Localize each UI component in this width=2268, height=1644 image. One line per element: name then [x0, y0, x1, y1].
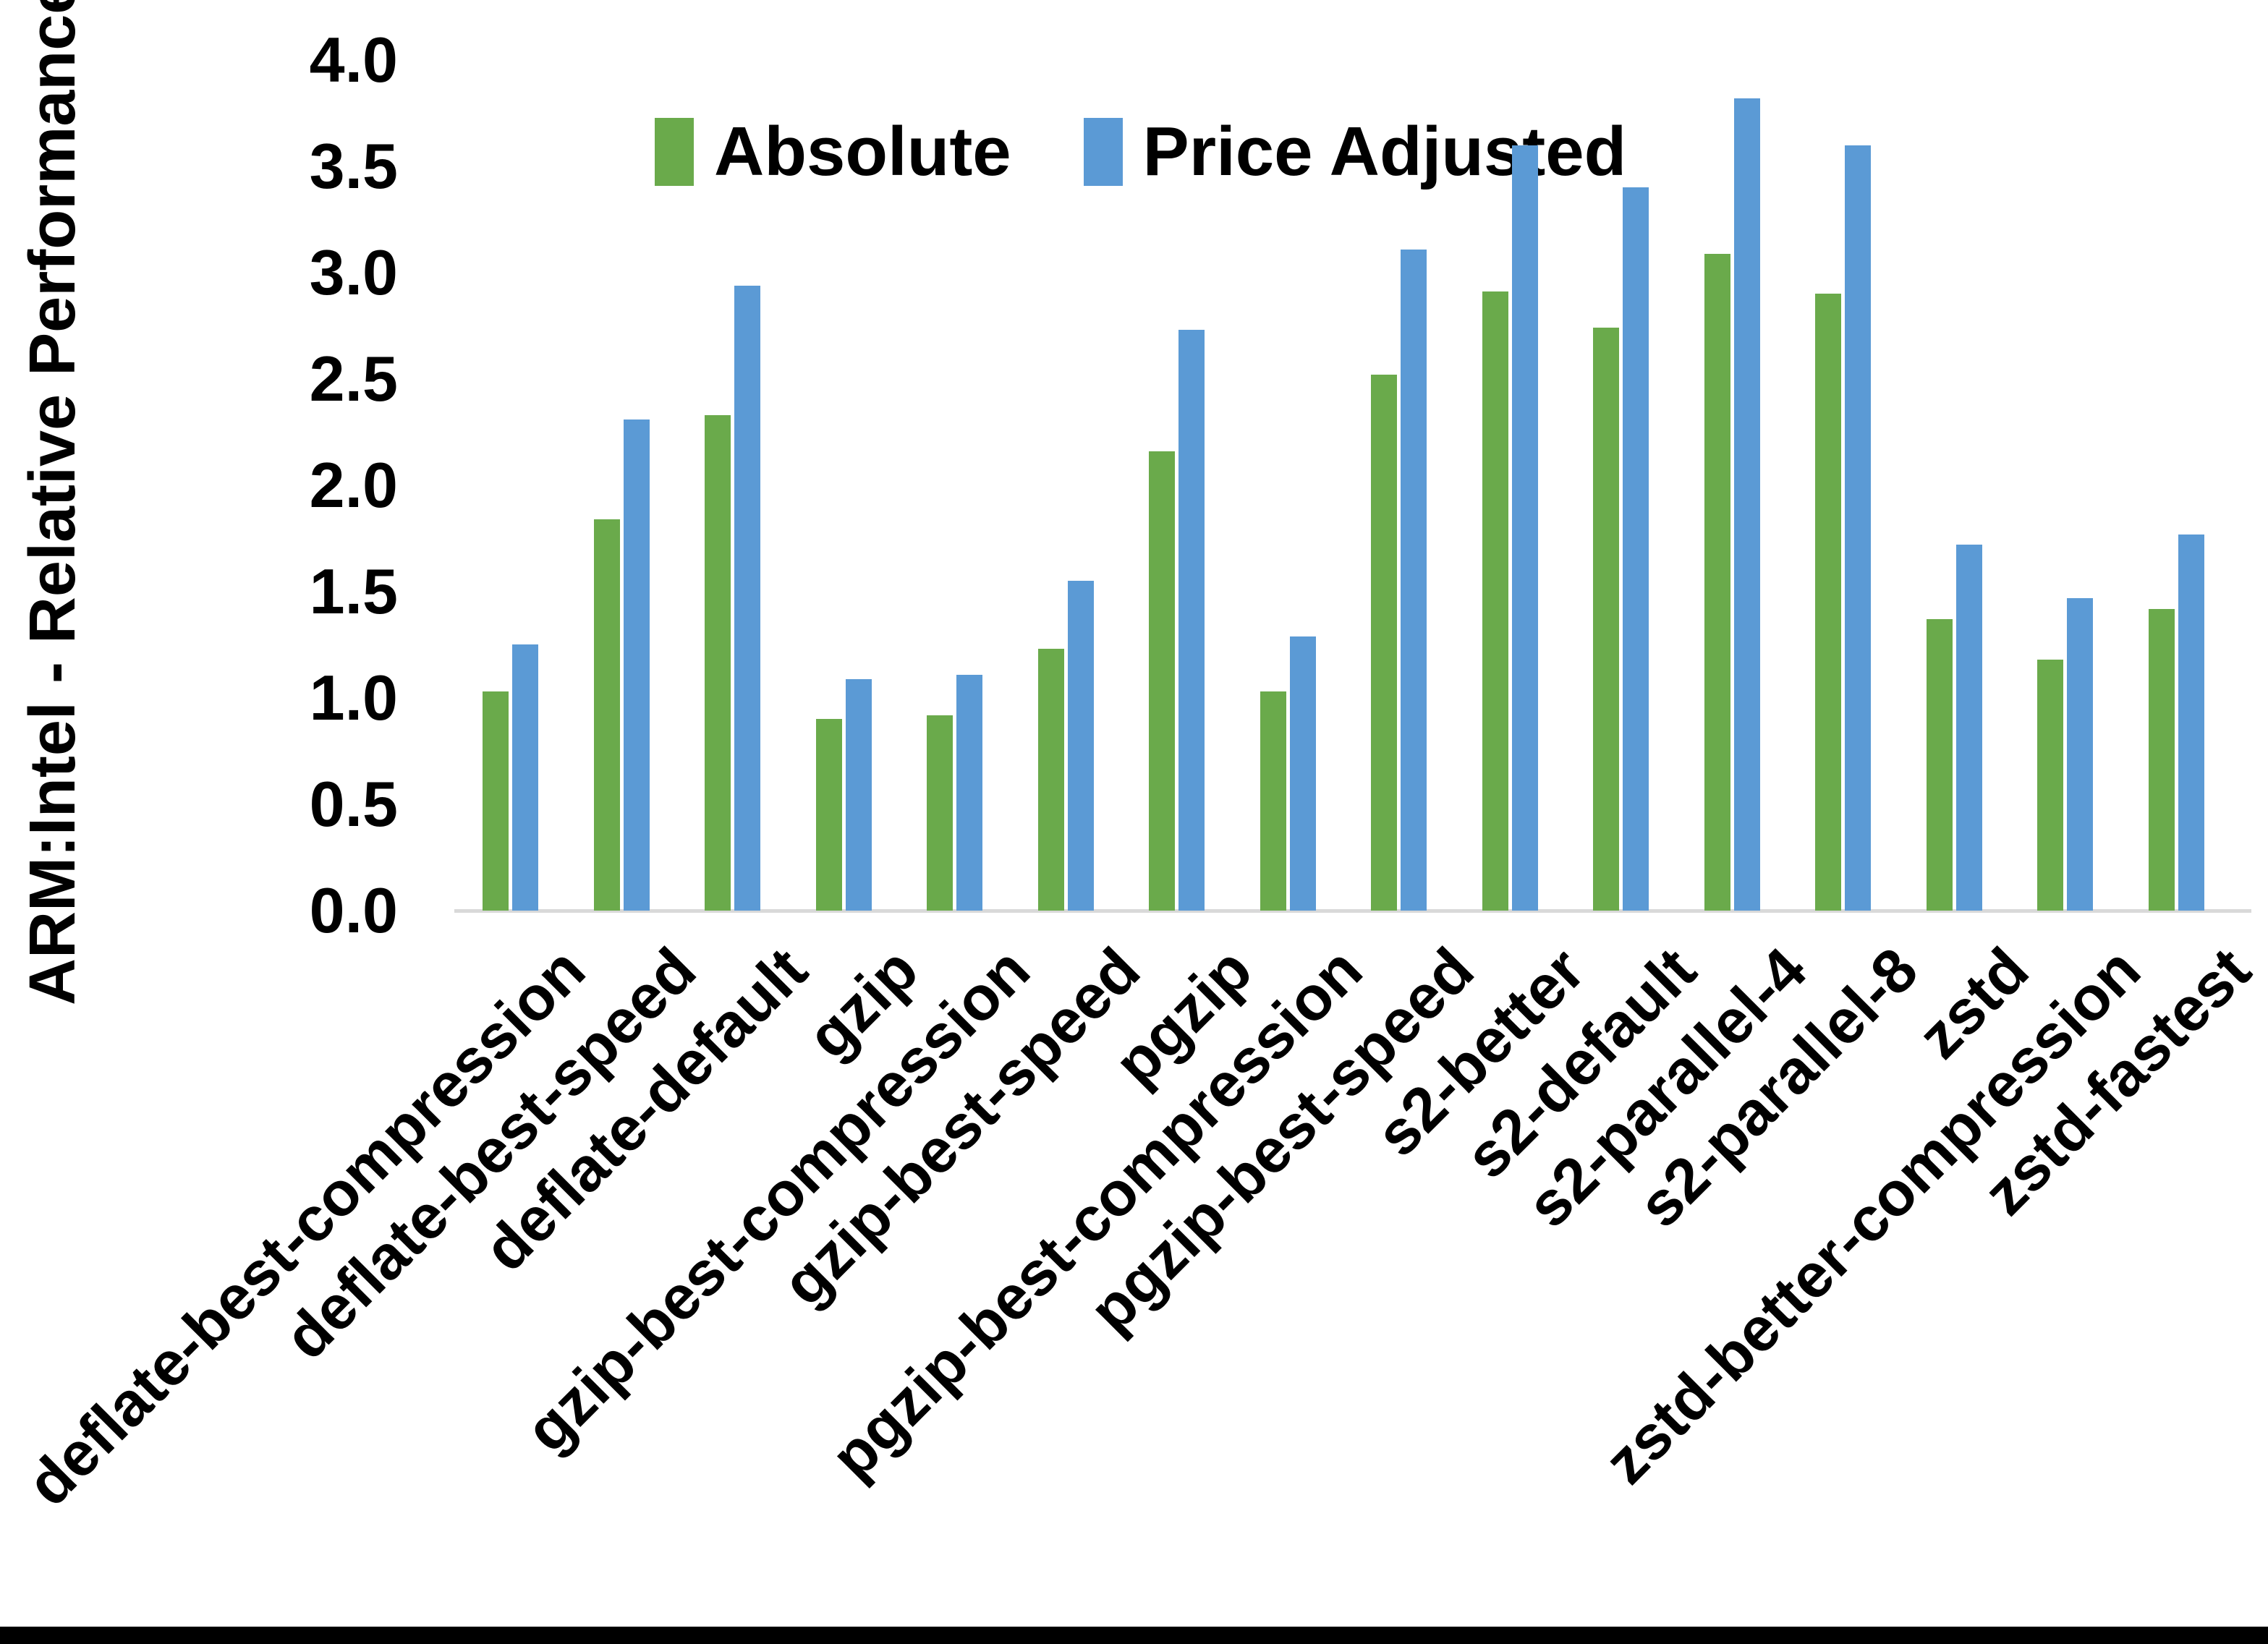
bar-price-adjusted-deflate-best-compression — [512, 644, 538, 911]
bar-absolute-s2-parallel-8 — [1815, 294, 1841, 911]
bar-absolute-s2-parallel-4 — [1704, 254, 1730, 911]
bar-absolute-s2-default — [1593, 328, 1619, 911]
bar-price-adjusted-zstd-fastest — [2178, 534, 2204, 911]
y-tick-label: 0.5 — [309, 768, 398, 840]
bar-absolute-s2-better — [1482, 291, 1508, 911]
bar-price-adjusted-deflate-best-speed — [624, 419, 650, 911]
bar-absolute-deflate-default — [705, 415, 731, 911]
y-tick-label: 1.5 — [309, 555, 398, 627]
legend-swatch-absolute — [655, 118, 694, 186]
legend-label-absolute: Absolute — [714, 113, 1011, 190]
bar-price-adjusted-pgzip-best-compression — [1290, 636, 1316, 911]
bar-absolute-pgzip — [1149, 451, 1175, 911]
y-tick-label: 0.0 — [309, 874, 398, 946]
x-axis-baseline — [454, 909, 2251, 913]
bar-absolute-deflate-best-compression — [483, 691, 509, 911]
bar-absolute-zstd-better-compression — [2037, 660, 2063, 911]
bar-price-adjusted-zstd-better-compression — [2067, 598, 2093, 911]
legend-swatch-price-adjusted — [1083, 118, 1123, 186]
y-tick-label: 1.0 — [309, 662, 398, 733]
bar-absolute-zstd-fastest — [2149, 609, 2175, 911]
bar-price-adjusted-s2-better — [1512, 145, 1538, 911]
bar-absolute-gzip-best-compression — [927, 715, 953, 911]
bar-price-adjusted-pgzip-best-speed — [1401, 250, 1427, 911]
legend: Absolute Price Adjusted — [655, 117, 1626, 187]
bar-price-adjusted-zstd — [1956, 545, 1982, 911]
bar-absolute-zstd — [1927, 619, 1953, 911]
bar-price-adjusted-gzip-best-speed — [1068, 581, 1094, 911]
y-tick-label: 4.0 — [309, 24, 398, 95]
bar-price-adjusted-s2-parallel-4 — [1734, 98, 1760, 911]
bottom-black-bar — [0, 1627, 2268, 1644]
bar-price-adjusted-gzip — [846, 679, 872, 911]
bar-price-adjusted-s2-default — [1623, 187, 1649, 911]
y-tick-label: 3.5 — [309, 130, 398, 202]
bar-absolute-pgzip-best-speed — [1371, 375, 1397, 911]
bar-absolute-gzip-best-speed — [1038, 649, 1064, 911]
bar-price-adjusted-gzip-best-compression — [956, 675, 982, 911]
y-tick-label: 2.0 — [309, 449, 398, 521]
legend-item-price-adjusted: Price Adjusted — [1083, 113, 1627, 190]
legend-item-absolute: Absolute — [655, 117, 1011, 187]
bar-absolute-pgzip-best-compression — [1260, 691, 1286, 911]
bar-price-adjusted-deflate-default — [734, 286, 760, 911]
bar-price-adjusted-pgzip — [1178, 330, 1205, 911]
legend-label-price-adjusted: Price Adjusted — [1142, 113, 1627, 190]
bar-absolute-gzip — [816, 719, 842, 911]
y-tick-label: 2.5 — [309, 343, 398, 414]
bar-absolute-deflate-best-speed — [594, 519, 620, 911]
y-tick-label: 3.0 — [309, 237, 398, 308]
y-axis-title: ARM:Intel - Relative Performance — [17, 0, 89, 1005]
bar-price-adjusted-s2-parallel-8 — [1845, 145, 1871, 911]
